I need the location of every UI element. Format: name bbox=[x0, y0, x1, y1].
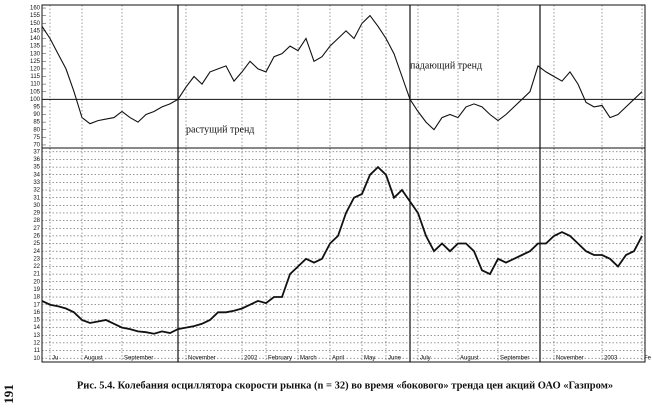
x-tick-label: September bbox=[500, 356, 529, 362]
y-tick-label: 18 bbox=[33, 295, 40, 301]
annotation: растущий тренд bbox=[186, 124, 254, 135]
y-tick-label: 37 bbox=[33, 149, 40, 155]
line bbox=[41, 165, 643, 335]
page-number: 191 bbox=[1, 384, 16, 404]
y-tick-label: 110 bbox=[30, 82, 40, 88]
y-tick-label: 155 bbox=[30, 13, 41, 19]
y-tick-label: 100 bbox=[30, 97, 41, 103]
x-tick-label: November bbox=[188, 356, 216, 362]
y-tick-label: 31 bbox=[33, 195, 40, 201]
y-tick-label: 150 bbox=[30, 21, 41, 27]
y-tick-label: 20 bbox=[33, 279, 40, 285]
y-tick-label: 34 bbox=[33, 172, 40, 178]
y-tick-label: 125 bbox=[30, 59, 41, 65]
y-tick-label: 95 bbox=[33, 105, 40, 111]
y-tick-label: 90 bbox=[33, 112, 40, 118]
y-tick-label: 36 bbox=[33, 157, 40, 163]
x-tick-label: August bbox=[460, 356, 479, 362]
y-tick-label: 160 bbox=[30, 6, 41, 12]
x-tick-label: March bbox=[300, 356, 317, 362]
x-tick-label: April bbox=[332, 356, 344, 362]
y-tick-label: 21 bbox=[33, 272, 40, 278]
line bbox=[41, 14, 643, 131]
x-tick-label: February bbox=[268, 356, 292, 362]
y-tick-label: 80 bbox=[33, 127, 40, 133]
y-tick-label: 105 bbox=[30, 89, 41, 95]
y-tick-label: 32 bbox=[33, 188, 40, 194]
x-tick-label: August bbox=[84, 356, 103, 362]
x-tick-label: September bbox=[124, 356, 153, 362]
y-tick-label: 130 bbox=[30, 51, 41, 57]
y-tick-label: 16 bbox=[33, 310, 40, 316]
x-tick-label: 2002 bbox=[244, 356, 258, 362]
y-tick-label: 27 bbox=[33, 226, 40, 232]
y-tick-label: 11 bbox=[34, 348, 41, 354]
y-tick-label: 140 bbox=[30, 36, 41, 42]
y-tick-label: 25 bbox=[33, 241, 40, 247]
y-tick-label: 29 bbox=[33, 211, 40, 217]
y-tick-label: 19 bbox=[33, 287, 40, 293]
y-tick-label: 145 bbox=[30, 28, 41, 34]
x-tick-label: May bbox=[364, 356, 375, 362]
y-tick-label: 24 bbox=[33, 249, 40, 255]
y-tick-label: 12 bbox=[33, 340, 40, 346]
y-tick-label: 14 bbox=[33, 325, 40, 331]
y-tick-label: 135 bbox=[30, 44, 41, 50]
y-tick-label: 22 bbox=[33, 264, 40, 270]
y-tick-label: 33 bbox=[33, 180, 40, 186]
y-tick-label: 120 bbox=[30, 66, 41, 72]
x-tick-label: July bbox=[420, 356, 431, 362]
y-tick-label: 75 bbox=[33, 135, 40, 141]
x-tick-label: November bbox=[556, 356, 584, 362]
x-tick-label: June bbox=[388, 356, 402, 362]
y-tick-label: 10 bbox=[33, 356, 40, 362]
y-tick-label: 13 bbox=[33, 333, 40, 339]
y-tick-label: 115 bbox=[30, 74, 40, 80]
x-tick-label: Ju bbox=[52, 356, 58, 362]
y-tick-label: 17 bbox=[33, 302, 40, 308]
x-tick-label: Fe bbox=[644, 356, 652, 362]
y-tick-label: 28 bbox=[33, 218, 40, 224]
y-tick-label: 35 bbox=[33, 165, 40, 171]
y-tick-label: 85 bbox=[33, 120, 40, 126]
caption: Рис. 5.4. Колебания осциллятора скорости… bbox=[77, 380, 613, 391]
annotation: падающий тренд bbox=[410, 60, 482, 71]
bottom-frame bbox=[41, 147, 646, 363]
y-tick-label: 26 bbox=[33, 233, 40, 239]
y-tick-label: 70 bbox=[33, 143, 40, 149]
y-tick-label: 23 bbox=[33, 256, 40, 262]
y-tick-label: 15 bbox=[33, 318, 40, 324]
x-tick-label: 2003 bbox=[604, 356, 618, 362]
y-tick-label: 30 bbox=[33, 203, 40, 209]
